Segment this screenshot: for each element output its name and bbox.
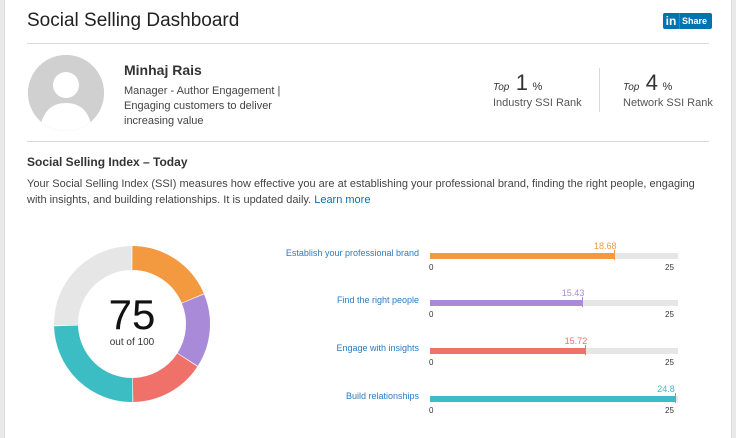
rank-divider [599,68,600,112]
default-avatar-icon [28,55,104,131]
linkedin-share-button[interactable]: in Share [663,13,713,29]
industry-rank: Top 1 % Industry SSI Rank [493,70,582,109]
divider [27,141,709,142]
linkedin-icon: in [663,13,679,29]
ssi-score: 75 out of 100 [52,291,212,349]
ssi-title: Social Selling Index – Today [27,155,188,169]
bar-track [430,250,678,260]
ssi-score-value: 75 [108,291,156,338]
share-label: Share [679,13,713,29]
page-title: Social Selling Dashboard [27,10,240,31]
rank-unit: % [532,81,543,93]
bar-fill [430,396,677,402]
bar-axis-min: 0 [429,310,434,319]
bar-marker [582,297,584,307]
bar-category-label: Engage with insights [336,343,419,353]
rank-top-label: Top [623,82,640,93]
bar-category-label: Build relationships [345,391,419,401]
bar-marker [675,393,677,403]
bar-value-label: 24.8 [657,384,675,394]
dashboard-card: Social Selling Dashboard in Share Minhaj… [4,0,732,438]
rank-top-label: Top [493,82,510,93]
profile-headline: Manager - Author Engagement | Engaging c… [124,85,281,127]
donut-segment-1 [131,246,204,304]
bar-axis-max: 25 [665,406,674,415]
ssi-donut-chart [54,246,210,402]
rank-value: 4 [645,70,659,95]
bar-axis-min: 0 [429,263,434,272]
bar-fill [430,348,586,354]
rank-value: 1 [515,70,529,95]
bar-axis-max: 25 [665,310,674,319]
profile-name: Minhaj Rais [124,62,202,78]
bar-value-label: 15.72 [564,336,588,346]
divider [27,43,709,44]
bar-value-label: 18.68 [594,241,617,251]
bar-fill [430,253,616,259]
bar-marker [614,250,616,260]
rank-caption: Industry SSI Rank [493,97,582,109]
donut-segment-3 [132,353,198,402]
bar-track [430,345,678,355]
bar-axis-max: 25 [665,358,674,367]
bar-category-label: Find the right people [336,295,419,305]
donut-segment-2 [177,294,210,366]
avatar[interactable] [28,55,104,131]
network-rank: Top 4 % Network SSI Rank [623,70,713,109]
ssi-score-sub: out of 100 [109,337,155,348]
bar-axis-min: 0 [429,358,434,367]
ssi-description: Your Social Selling Index (SSI) measures… [27,176,707,208]
rank-unit: % [662,81,673,93]
bar-track [430,393,678,403]
bar-axis-min: 0 [429,406,434,415]
donut-segment-4 [54,325,133,402]
bar-category-label: Establish your professional brand [285,248,419,258]
bar-track [430,297,678,307]
bar-marker [584,345,586,355]
rank-caption: Network SSI Rank [623,97,713,109]
bar-fill [430,300,584,306]
bar-value-label: 15.43 [561,288,585,298]
bar-axis-max: 25 [665,263,674,272]
learn-more-link[interactable]: Learn more [314,194,371,206]
donut-segment-remainder [54,246,133,326]
ssi-description-text: Your Social Selling Index (SSI) measures… [27,178,695,206]
